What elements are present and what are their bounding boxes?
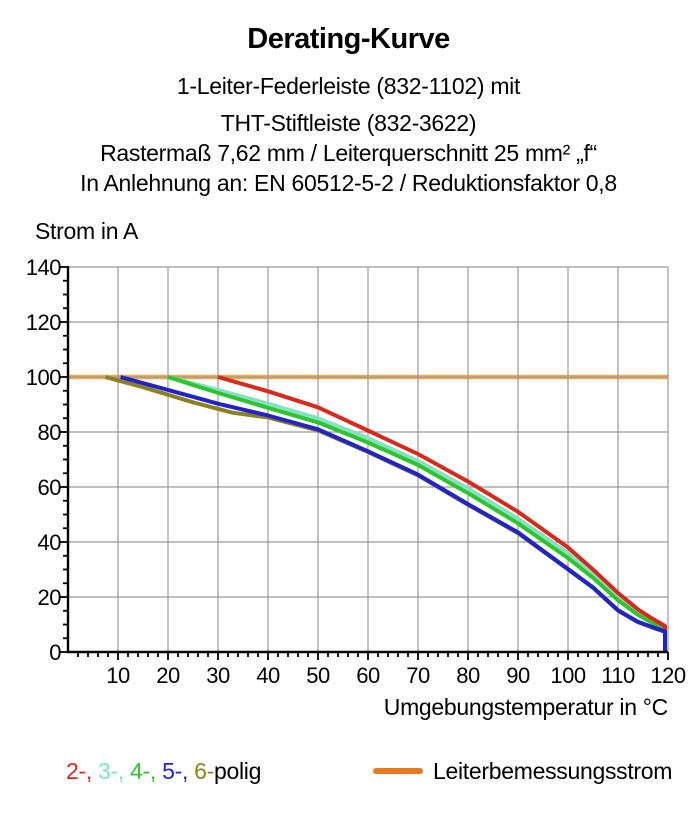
x-tick-label: 10 bbox=[106, 663, 130, 688]
curve-4-polig bbox=[167, 375, 667, 652]
x-tick-label: 60 bbox=[356, 663, 380, 688]
x-tick-label: 50 bbox=[306, 663, 330, 688]
poles-legend: 2-, 3-, 4-, 5-, 6-polig bbox=[66, 758, 261, 785]
x-tick-label: 20 bbox=[156, 663, 180, 688]
page-subtitle-1: 1-Leiter-Federleiste (832-1102) mit bbox=[176, 73, 521, 99]
poles-legend-segment: polig bbox=[213, 758, 262, 784]
x-tick-label: 80 bbox=[456, 663, 480, 688]
x-axis-title: Umgebungstemperatur in °C bbox=[383, 694, 669, 720]
x-tick-label: 30 bbox=[206, 663, 230, 688]
x-tick-label: 90 bbox=[506, 663, 530, 688]
curve-2-polig bbox=[217, 375, 667, 652]
poles-legend-segment: 3-, bbox=[98, 758, 131, 784]
page-subtitle-4: In Anlehnung an: EN 60512-5-2 / Reduktio… bbox=[80, 170, 617, 196]
rated-current-line-swatch bbox=[373, 768, 423, 774]
poles-legend-segment: 2-, bbox=[66, 758, 99, 784]
y-tick-label: 120 bbox=[26, 310, 61, 335]
y-tick-label: 40 bbox=[38, 530, 62, 555]
poles-legend-segment: 5-, bbox=[162, 758, 195, 784]
y-tick-label: 100 bbox=[26, 365, 61, 390]
y-tick-label: 60 bbox=[38, 475, 62, 500]
page-subtitle-3: Rastermaß 7,62 mm / Leiterquerschnitt 25… bbox=[100, 140, 597, 166]
title-block: Derating-Kurve 1-Leiter-Federleiste (832… bbox=[0, 20, 697, 198]
curve-6-polig bbox=[104, 375, 667, 652]
x-tick-label: 110 bbox=[601, 663, 635, 688]
x-tick-label: 40 bbox=[256, 663, 280, 688]
page-title: Derating-Kurve bbox=[247, 23, 450, 55]
y-axis-title: Strom in A bbox=[35, 218, 139, 244]
poles-legend-segment: 6- bbox=[194, 758, 214, 784]
y-tick-label: 0 bbox=[49, 640, 61, 665]
y-tick-label: 80 bbox=[38, 420, 62, 445]
curve-3-polig bbox=[167, 375, 667, 652]
x-tick-label: 100 bbox=[550, 663, 585, 688]
tick-marks bbox=[60, 266, 669, 660]
page-subtitle-2: THT-Stiftleiste (832-3622) bbox=[220, 110, 477, 136]
y-tick-label: 20 bbox=[38, 585, 62, 610]
curve-5-polig bbox=[119, 375, 667, 652]
x-tick-label: 120 bbox=[650, 663, 685, 688]
grid bbox=[68, 266, 669, 652]
x-tick-label: 70 bbox=[406, 663, 430, 688]
y-tick-label: 140 bbox=[26, 255, 61, 280]
rated-current-label: Leiterbemessungsstrom bbox=[433, 758, 673, 784]
poles-legend-segment: 4-, bbox=[130, 758, 163, 784]
